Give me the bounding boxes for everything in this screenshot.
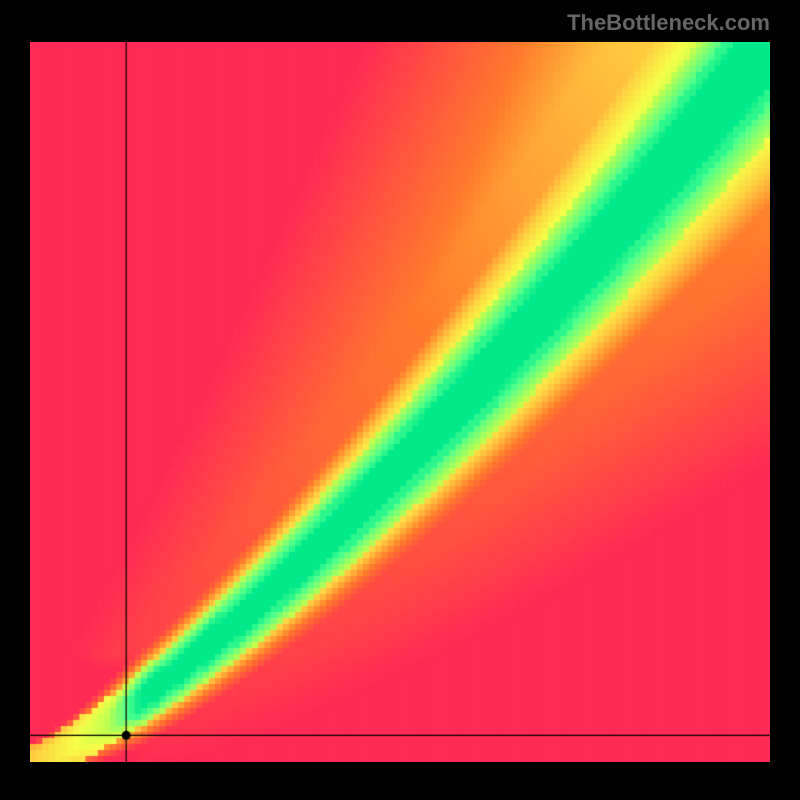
watermark-text: TheBottleneck.com <box>567 10 770 36</box>
chart-container: TheBottleneck.com <box>0 0 800 800</box>
heatmap-canvas <box>30 42 770 762</box>
heatmap-plot <box>30 42 770 762</box>
